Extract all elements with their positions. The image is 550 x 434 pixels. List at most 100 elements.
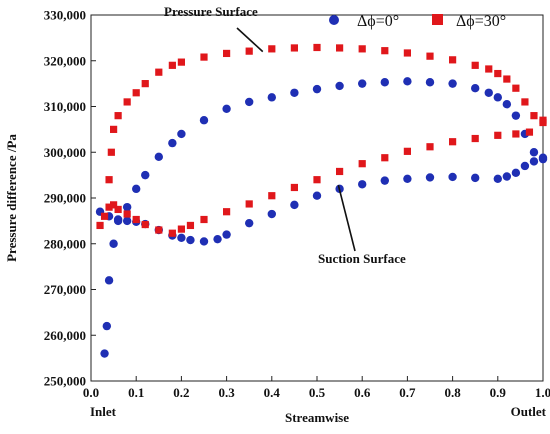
- data-point: [200, 53, 208, 61]
- data-point: [358, 180, 367, 189]
- data-point: [222, 104, 231, 113]
- data-point: [502, 172, 512, 181]
- data-point: [530, 112, 538, 120]
- data-point: [213, 234, 222, 244]
- data-point: [155, 68, 163, 76]
- x-tick-label: 0.0: [83, 385, 99, 400]
- y-tick-label: 280,000: [44, 236, 86, 251]
- data-point: [512, 84, 520, 92]
- x-tick-label: 0.9: [490, 385, 507, 400]
- data-point: [358, 160, 366, 168]
- data-point: [267, 93, 276, 102]
- data-point: [245, 47, 253, 55]
- data-point: [122, 216, 132, 226]
- data-point: [290, 44, 298, 52]
- data-point: [503, 75, 511, 83]
- x-tick-label: 0.4: [264, 385, 281, 400]
- data-point: [177, 233, 186, 243]
- data-point: [448, 79, 457, 88]
- data-point: [538, 154, 548, 164]
- axes-layer: 250,000 260,000 270,000 280,000 290,000 300,0…: [4, 8, 550, 426]
- data-point: [223, 208, 231, 216]
- y-tick-label: 290,000: [44, 191, 86, 206]
- data-point: [448, 172, 457, 182]
- legend-label-0: Δϕ=0°: [357, 13, 399, 30]
- data-point: [512, 130, 520, 138]
- x-tick-label: 0.6: [354, 385, 371, 400]
- data-point: [245, 97, 254, 107]
- data-point: [141, 80, 149, 88]
- data-point: [520, 161, 530, 171]
- annotations-layer: Pressure Surface Suction Surface: [164, 4, 406, 266]
- data-point: [493, 174, 502, 183]
- x-tick-label: 0.7: [399, 385, 416, 400]
- inlet-label: Inlet: [90, 404, 117, 419]
- data-point: [336, 44, 344, 52]
- x-tick-label: 0.2: [173, 385, 189, 400]
- data-point: [105, 203, 113, 211]
- data-point: [525, 128, 534, 136]
- data-point: [132, 184, 141, 194]
- data-point: [403, 174, 412, 183]
- data-point: [132, 215, 140, 224]
- data-point: [100, 212, 109, 220]
- data-point: [245, 200, 253, 208]
- data-point: [511, 168, 521, 178]
- data-point: [110, 125, 118, 133]
- data-point: [186, 235, 195, 245]
- y-tick-label: 270,000: [44, 282, 86, 297]
- data-point: [199, 237, 209, 246]
- data-point: [529, 157, 539, 166]
- data-point: [199, 116, 209, 125]
- data-point: [521, 98, 529, 106]
- data-point: [222, 230, 231, 239]
- pressure-surface-label: Pressure Surface: [164, 4, 258, 19]
- data-point: [186, 221, 195, 230]
- data-point: [449, 138, 457, 146]
- data-point: [380, 78, 389, 87]
- data-point: [494, 131, 502, 139]
- data-point: [290, 200, 299, 210]
- data-point: [403, 49, 411, 57]
- data-point: [471, 134, 479, 143]
- pressure-surface-pointer: [236, 27, 264, 53]
- data-point: [132, 89, 140, 97]
- x-tick-label: 1.0: [535, 385, 550, 400]
- x-axis-title: Streamwise: [285, 410, 349, 425]
- data-point: [539, 118, 547, 127]
- data-point: [123, 98, 131, 106]
- data-point: [290, 88, 299, 97]
- data-point: [312, 84, 322, 94]
- data-point: [177, 129, 186, 139]
- x-tick-label: 0.8: [444, 385, 461, 400]
- legend-marker-square: [432, 14, 443, 25]
- y-tick-label: 260,000: [44, 328, 86, 343]
- data-point: [107, 148, 115, 156]
- y-tick-label: 330,000: [44, 8, 86, 23]
- x-tick-label: 0.3: [218, 385, 235, 400]
- data-point: [426, 143, 434, 151]
- data-point: [155, 226, 163, 234]
- suction-surface-label: Suction Surface: [318, 251, 406, 266]
- data-point: [358, 45, 366, 53]
- data-point: [102, 321, 112, 331]
- legend: Δϕ=0° Δϕ=30°: [329, 13, 506, 30]
- data-point: [336, 167, 344, 176]
- data-point: [141, 170, 150, 180]
- data-point: [313, 176, 321, 184]
- data-point: [313, 43, 321, 52]
- data-point: [381, 154, 389, 162]
- y-tick-label: 250,000: [44, 374, 86, 389]
- data-point: [449, 56, 457, 64]
- data-point: [268, 45, 276, 53]
- series-0-pressure-surface: [100, 77, 548, 358]
- data-point: [114, 112, 122, 120]
- data-point: [425, 78, 435, 87]
- data-point: [471, 173, 480, 183]
- data-point: [511, 111, 521, 120]
- data-point: [122, 202, 132, 212]
- data-point: [177, 58, 185, 66]
- data-point: [484, 88, 493, 97]
- data-point: [168, 61, 176, 69]
